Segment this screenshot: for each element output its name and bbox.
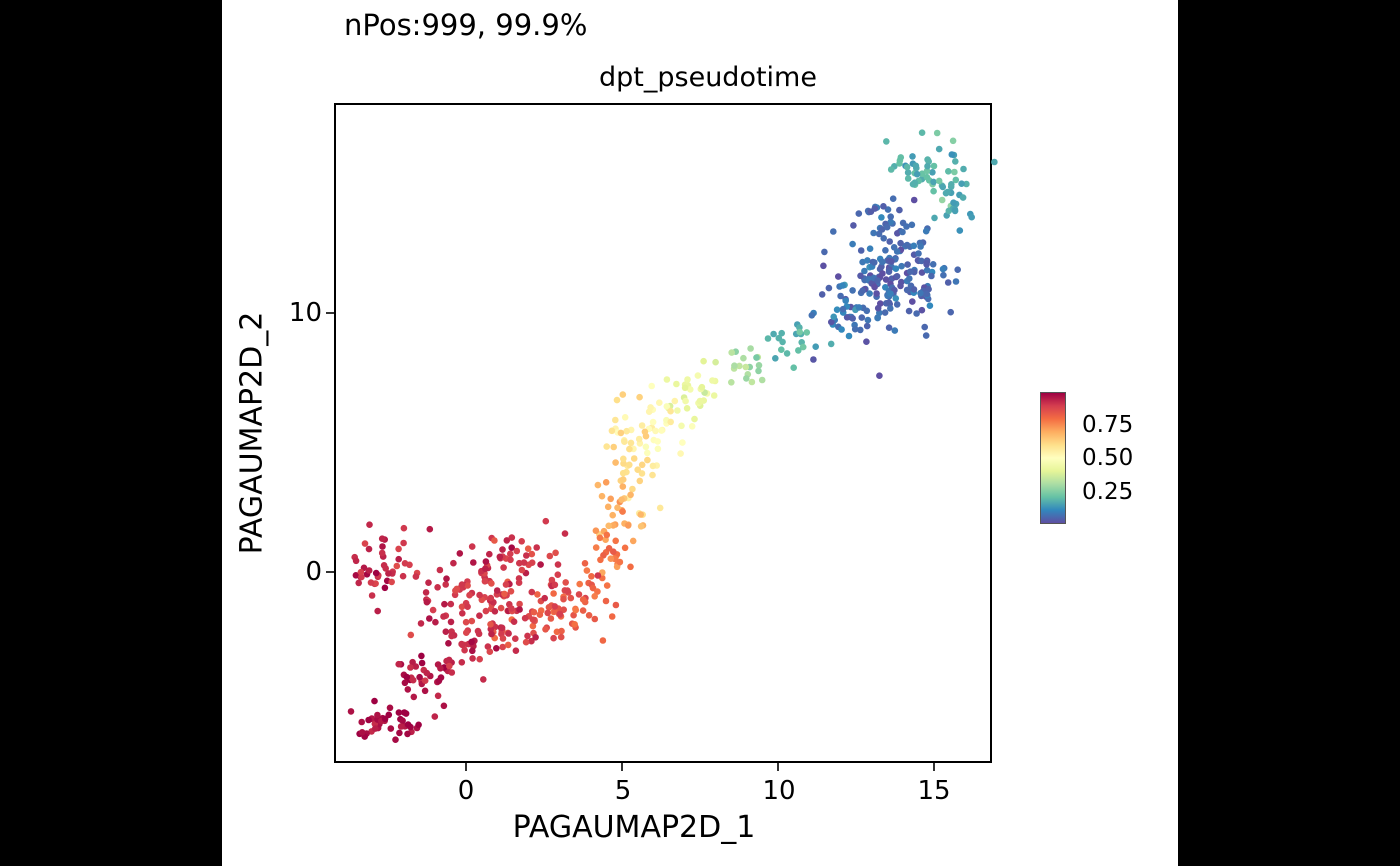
y-axis-label: PAGAUMAP2D_2: [234, 311, 270, 555]
colorbar-tick-label: 0.75: [1082, 412, 1134, 438]
x-axis-label: PAGAUMAP2D_1: [512, 810, 756, 845]
x-tick-label: 10: [762, 776, 796, 806]
plot-subtitle: nPos:999, 99.9%: [344, 8, 588, 42]
plot-canvas: nPos:999, 99.9% dpt_pseudotime 0 5 10 15…: [222, 0, 1178, 866]
y-tick-label: 10: [288, 298, 322, 328]
colorbar-tick-label: 0.25: [1082, 479, 1134, 505]
colorbar: [1040, 392, 1066, 524]
colorbar-tick-label: 0.50: [1082, 445, 1134, 471]
scatter-points: [326, 129, 1066, 771]
x-tick-label: 0: [457, 776, 475, 806]
x-tick-label: 15: [917, 776, 951, 806]
plot-title: dpt_pseudotime: [599, 62, 817, 93]
plot-panel: [334, 103, 992, 763]
y-tick-label: 0: [305, 557, 322, 587]
x-tick-label: 5: [614, 776, 632, 806]
